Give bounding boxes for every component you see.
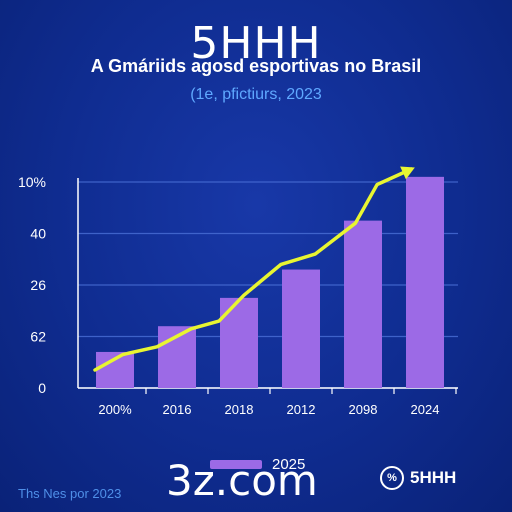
x-tick-label: 2016 [163,402,192,417]
legend: 2025 [210,456,305,473]
x-tick-label: 2018 [225,402,254,417]
y-tick-label: 26 [30,277,46,293]
brand-logo: % 5HHH [380,466,456,490]
legend-swatch [210,460,262,469]
bar [406,176,444,388]
y-tick-label: 62 [30,329,46,345]
chart-subtitle: (1e, pfictiurs, 2023 [190,86,322,103]
trend-arrowhead [400,166,415,180]
legend-label: 2025 [272,456,306,473]
circle-logo-icon: % [380,466,404,490]
x-tick-label: 2098 [349,402,378,417]
logo-text: 5HHH [410,468,457,487]
watermark-bottom: 3z.com [166,456,318,505]
y-tick-label: 0 [38,380,46,396]
y-tick-label: 40 [30,226,46,242]
bar [282,269,320,388]
x-tick-label: 2024 [411,402,440,417]
bar [220,297,258,388]
footnote: Ths Nes por 2023 [18,486,122,501]
chart-title: A Gmáriids agosd esportivas no Brasil [90,56,422,76]
x-tick-label: 2012 [287,402,316,417]
x-tick-label: 200% [98,402,132,417]
trend-line [93,167,413,372]
bar [344,220,382,388]
y-tick-label: 10% [18,174,46,190]
watermark-top: 5HHH [190,18,322,69]
